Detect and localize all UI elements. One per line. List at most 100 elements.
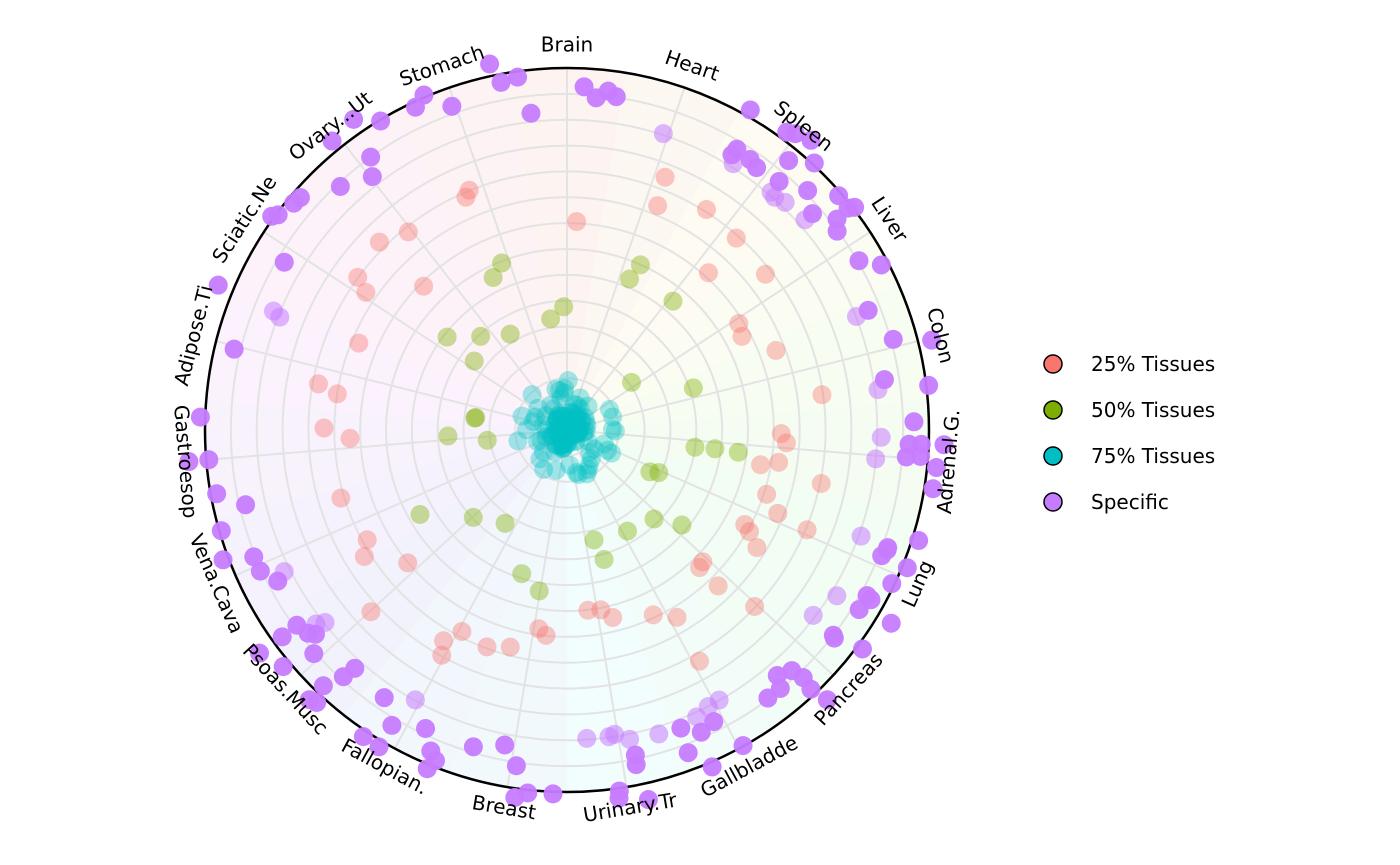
point-specific-fallopian: [374, 688, 394, 708]
point-specific-ovary-ut: [322, 131, 342, 151]
point-specific-urinary-tr: [599, 727, 619, 747]
point-specific-colon: [922, 330, 942, 350]
point-75-tissues-gallbladde: [577, 464, 597, 484]
point-specific-gallbladde: [698, 697, 718, 717]
point-25-tissues-adrenal-g: [769, 452, 789, 472]
point-specific-adrenal-g: [926, 458, 946, 478]
point-75-tissues-gastroesop: [508, 431, 528, 451]
point-50-tissues-gastroesop: [477, 430, 497, 450]
point-50-tissues-lung: [649, 463, 669, 483]
point-75-tissues-stomach: [546, 379, 566, 399]
point-75-tissues-brain: [558, 371, 578, 391]
point-50-tissues-pancreas: [644, 509, 664, 529]
point-25-tissues-pancreas: [690, 558, 710, 578]
point-specific-stomach: [491, 72, 511, 92]
point-75-tissues-pancreas: [581, 449, 601, 469]
point-specific-brain: [574, 77, 594, 97]
grid-spoke: [566, 429, 899, 577]
point-50-tissues-spleen: [663, 291, 683, 311]
point-specific-ovary-ut: [330, 176, 350, 196]
point-specific-gastroesop: [207, 484, 227, 504]
point-specific-sciatic-ne: [268, 205, 288, 225]
point-specific-brain: [606, 87, 626, 107]
point-specific-lung: [878, 538, 898, 558]
point-25-tissues-liver: [755, 264, 775, 284]
wedge-heart: [567, 72, 740, 430]
point-50-tissues-colon: [683, 378, 703, 398]
grid-spoke: [566, 429, 741, 749]
point-25-tissues-lung: [768, 503, 788, 523]
point-25-tissues-spleen: [699, 263, 718, 283]
point-specific-lung: [881, 613, 901, 633]
point-50-tissues-adipose-ti: [465, 408, 485, 428]
point-25-tissues-ovary-ut: [414, 276, 434, 296]
point-75-tissues-ovary-ut: [522, 385, 542, 405]
point-specific-ovary-ut: [362, 167, 382, 187]
point-25-tissues-gastroesop: [314, 418, 334, 438]
category-label-heart: Heart: [662, 45, 723, 86]
point-50-tissues-adrenal-g: [685, 437, 705, 457]
category-label-urinary-tr: Urinary.Tr: [581, 788, 679, 827]
point-25-tissues-vena-cava: [357, 530, 377, 550]
point-25-tissues-adipose-ti: [349, 333, 369, 353]
point-specific-colon: [883, 329, 903, 349]
point-specific-colon: [858, 300, 878, 320]
point-specific-psoas-musc: [313, 676, 333, 696]
point-75-tissues-core: [556, 421, 576, 441]
point-50-tissues-liver: [622, 372, 642, 392]
point-75-tissues-psoas-musc: [530, 449, 550, 469]
point-specific-gallbladde: [678, 743, 698, 763]
grid-spoke: [299, 429, 568, 676]
legend-label-25: 25% Tissues: [1091, 352, 1215, 376]
point-25-tissues-colon: [812, 385, 832, 405]
point-75-tissues-adipose-ti: [523, 412, 543, 432]
point-specific-ovary-ut: [361, 147, 381, 167]
point-specific-urinary-tr: [620, 729, 640, 749]
point-specific-pancreas: [823, 625, 843, 645]
point-specific-breast: [543, 784, 563, 804]
point-75-tissues-heart: [570, 388, 590, 408]
point-75-tissues-brain: [554, 383, 574, 403]
point-25-tissues-breast: [536, 625, 556, 645]
point-specific-brain: [508, 67, 528, 87]
point-specific-gallbladde: [704, 712, 724, 732]
point-25-tissues-fallopian: [452, 621, 472, 641]
point-50-tissues-stomach: [483, 268, 503, 287]
point-75-tissues-sciatic-ne: [528, 398, 548, 418]
point-specific-adrenal-g: [911, 447, 931, 466]
point-25-tissues-psoas-musc: [398, 553, 418, 573]
point-specific-vena-cava: [213, 550, 233, 570]
point-75-tissues-lung: [602, 443, 622, 463]
point-specific-sciatic-ne: [290, 188, 310, 208]
point-50-tissues-breast: [529, 581, 549, 601]
point-specific-psoas-musc: [273, 657, 293, 677]
point-specific-adrenal-g: [934, 435, 954, 455]
point-25-tissues-ovary-ut: [369, 232, 389, 252]
legend-item-75: 75% Tissues: [1043, 444, 1215, 468]
point-specific-adipose-ti: [224, 339, 244, 359]
point-25-tissues-ovary-ut: [398, 222, 418, 242]
point-50-tissues-psoas-musc: [463, 507, 483, 527]
point-50-tissues-urinary-tr: [584, 530, 604, 550]
legend-label-75: 75% Tissues: [1091, 444, 1215, 468]
point-25-tissues-lung: [757, 484, 777, 504]
grid-spoke: [566, 87, 686, 431]
point-25-tissues-heart: [655, 167, 675, 187]
grid-spoke: [566, 429, 835, 676]
point-specific-psoas-musc: [272, 627, 292, 647]
point-50-tissues-adrenal-g: [728, 442, 748, 462]
point-50-tissues-heart: [620, 269, 640, 289]
legend-key-75: [1043, 446, 1063, 466]
point-25-tissues-vena-cava: [331, 488, 351, 508]
point-50-tissues-gastroesop: [438, 426, 458, 446]
point-25-tissues-spleen: [696, 199, 716, 219]
point-50-tissues-breast: [512, 564, 532, 584]
point-specific-pancreas: [817, 690, 837, 710]
point-50-tissues-adipose-ti: [466, 408, 486, 428]
point-specific-vena-cava: [274, 562, 294, 582]
legend-label-50: 50% Tissues: [1091, 398, 1215, 422]
point-25-tissues-fallopian: [432, 645, 452, 665]
point-specific-vena-cava: [250, 561, 270, 581]
point-specific-colon: [874, 370, 894, 390]
point-specific-ovary-ut: [344, 109, 364, 129]
